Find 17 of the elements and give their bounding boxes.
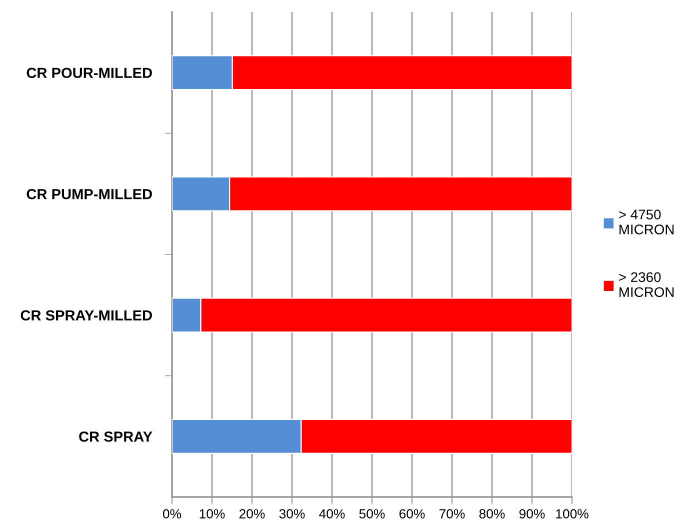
x-tick-label: 40% [319,509,345,518]
legend-label: > 2360 MICRON [619,272,674,298]
x-tick-label: 100% [556,509,588,518]
legend-label: > 4750 MICRON [619,210,674,234]
x-tick-label: 80% [479,509,505,518]
y-tick-label: CR SPRAY-MILLED [20,310,152,321]
x-tick-label: 60% [399,509,425,518]
x-tick-label: 30% [279,509,305,518]
y-tick-label: CR POUR-MILLED [26,68,152,78]
x-tick-label: 0% [162,509,182,518]
x-tick-label: 20% [239,509,265,518]
x-tick-label: 50% [359,509,385,518]
x-tick-label: 70% [439,509,465,518]
y-tick-label: CR SPRAY [79,431,152,442]
x-tick-label: 10% [200,509,225,518]
y-tick-label: CR PUMP-MILLED [26,188,152,200]
x-tick-label: 90% [519,509,545,518]
